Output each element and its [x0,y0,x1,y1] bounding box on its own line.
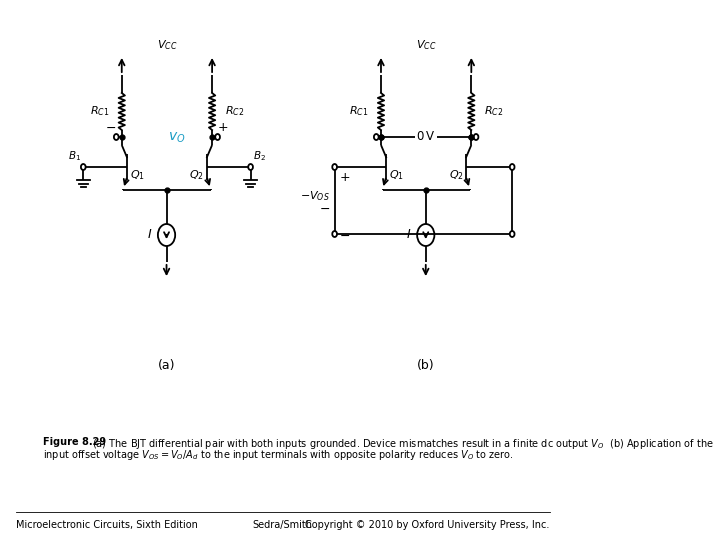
Text: $B_1$: $B_1$ [68,149,81,163]
Circle shape [510,164,515,170]
Text: (b): (b) [417,359,435,372]
Text: $-$: $-$ [319,202,330,215]
Text: $R_{C2}$: $R_{C2}$ [225,105,244,118]
Text: $B_2$: $B_2$ [253,149,266,163]
Text: $R_{C1}$: $R_{C1}$ [349,105,369,118]
Circle shape [474,134,478,140]
Text: $I$: $I$ [147,228,153,241]
Text: input offset voltage $V_{OS} = V_O /A_d$ to the input terminals with opposite po: input offset voltage $V_{OS} = V_O /A_d$… [43,448,514,462]
Text: $R_{C2}$: $R_{C2}$ [484,105,503,118]
Text: (a): (a) [158,359,175,372]
Circle shape [333,231,337,237]
Text: $0\,\mathrm{V}$: $0\,\mathrm{V}$ [416,131,436,144]
Text: $R_{C1}$: $R_{C1}$ [90,105,109,118]
Text: $+$: $+$ [217,121,229,134]
Circle shape [374,134,379,140]
Text: $I$: $I$ [406,228,412,241]
Text: $-V_{OS}$: $-V_{OS}$ [300,190,330,204]
Text: Microelectronic Circuits, Sixth Edition: Microelectronic Circuits, Sixth Edition [16,520,197,530]
Circle shape [510,231,515,237]
Text: Figure 8.29: Figure 8.29 [43,437,107,447]
Circle shape [114,134,119,140]
Text: Copyright © 2010 by Oxford University Press, Inc.: Copyright © 2010 by Oxford University Pr… [305,520,550,530]
Text: $-$: $-$ [339,229,351,242]
Circle shape [215,134,220,140]
Text: $V_{CC}$: $V_{CC}$ [157,38,177,52]
Text: $Q_2$: $Q_2$ [449,168,464,182]
Text: (a) The BJT differential pair with both inputs grounded. Device mismatches resul: (a) The BJT differential pair with both … [89,437,714,451]
Text: $Q_1$: $Q_1$ [389,168,404,182]
Text: $+$: $+$ [339,171,351,184]
Circle shape [333,164,337,170]
Text: $v_O$: $v_O$ [168,131,186,145]
Circle shape [248,164,253,170]
Text: Sedra/Smith: Sedra/Smith [253,520,312,530]
Text: $Q_2$: $Q_2$ [189,168,204,182]
Text: $-$: $-$ [105,121,117,134]
Text: $Q_1$: $Q_1$ [130,168,145,182]
Circle shape [81,164,86,170]
Text: $V_{CC}$: $V_{CC}$ [416,38,436,52]
